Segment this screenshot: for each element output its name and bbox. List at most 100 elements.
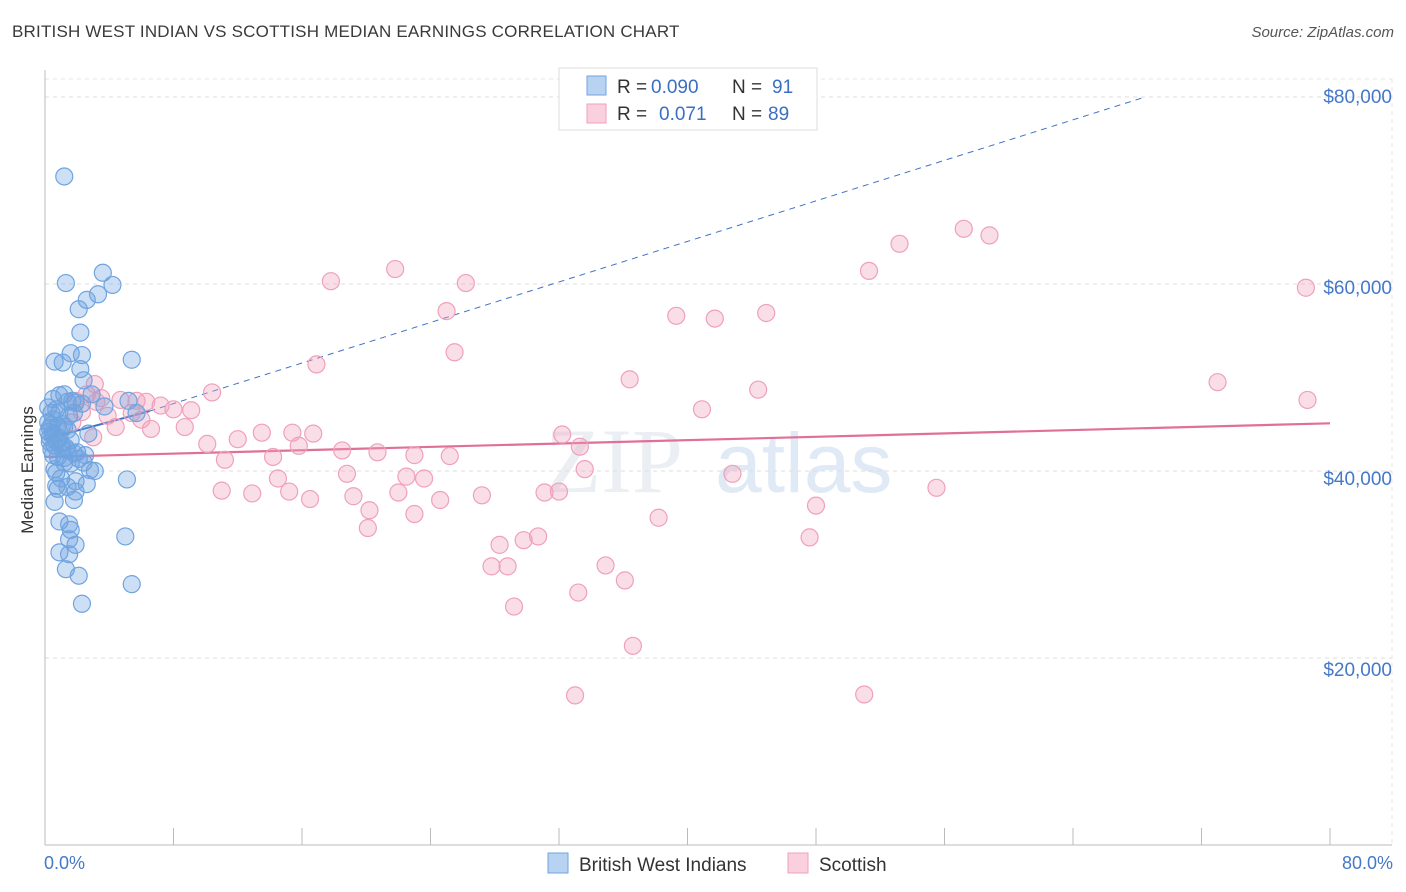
point-british-west-indians-68	[73, 595, 90, 612]
point-british-west-indians-82	[51, 387, 68, 404]
point-scottish-1	[981, 227, 998, 244]
point-scottish-65	[406, 506, 423, 523]
stats-legend-n-label-2: N =	[732, 104, 762, 125]
point-scottish-80	[506, 598, 523, 615]
point-scottish-45	[216, 451, 233, 468]
point-scottish-56	[281, 483, 298, 500]
watermark-atlas: atlas	[715, 416, 892, 510]
point-british-west-indians-26	[128, 405, 145, 422]
y-tick-label-60000: $60,000	[1323, 278, 1392, 299]
point-scottish-68	[693, 401, 710, 418]
point-scottish-70	[359, 520, 376, 537]
point-scottish-63	[302, 491, 319, 508]
point-scottish-38	[554, 426, 571, 443]
point-british-west-indians-52	[118, 471, 135, 488]
point-scottish-42	[369, 444, 386, 461]
point-scottish-46	[265, 448, 282, 465]
point-british-west-indians-89	[54, 416, 71, 433]
point-scottish-69	[650, 509, 667, 526]
point-scottish-75	[483, 558, 500, 575]
point-scottish-62	[551, 483, 568, 500]
point-british-west-indians-7	[72, 324, 89, 341]
point-scottish-41	[334, 442, 351, 459]
point-british-west-indians-87	[80, 425, 97, 442]
stats-legend-r-value-1: 0.090	[651, 77, 699, 98]
point-scottish-86	[305, 425, 322, 442]
legend-label-british-west-indians: British West Indians	[579, 855, 747, 876]
point-scottish-12	[446, 344, 463, 361]
point-scottish-9	[668, 307, 685, 324]
point-scottish-64	[361, 502, 378, 519]
point-scottish-53	[724, 465, 741, 482]
point-scottish-52	[576, 461, 593, 478]
point-british-west-indians-12	[54, 354, 71, 371]
stats-legend-r-label-1: R =	[617, 77, 647, 98]
point-scottish-30	[183, 402, 200, 419]
point-british-west-indians-81	[83, 386, 100, 403]
y-tick-label-40000: $40,000	[1323, 469, 1392, 490]
point-scottish-78	[616, 572, 633, 589]
legend-label-scottish: Scottish	[819, 855, 887, 876]
point-british-west-indians-6	[70, 301, 87, 318]
point-scottish-43	[406, 447, 423, 464]
trend-line-british-west-indians-dashed	[149, 97, 1145, 411]
point-scottish-13	[308, 356, 325, 373]
point-scottish-32	[107, 419, 124, 436]
point-scottish-49	[338, 465, 355, 482]
point-british-west-indians-60	[117, 528, 134, 545]
point-scottish-57	[345, 488, 362, 505]
watermark: ZIP atlas	[545, 410, 892, 512]
point-scottish-14	[621, 371, 638, 388]
stats-legend: R = 0.090 N = 91 R = 0.071 N = 89	[559, 68, 817, 130]
point-scottish-40	[290, 437, 307, 454]
point-scottish-35	[253, 424, 270, 441]
point-scottish-34	[176, 419, 193, 436]
point-scottish-8	[438, 303, 455, 320]
point-scottish-3	[387, 261, 404, 278]
point-scottish-17	[204, 384, 221, 401]
point-scottish-54	[213, 482, 230, 499]
point-scottish-7	[1297, 279, 1314, 296]
point-scottish-66	[808, 497, 825, 514]
stats-legend-swatch-blue	[587, 76, 606, 95]
point-british-west-indians-84	[56, 454, 73, 471]
point-british-west-indians-67	[123, 576, 140, 593]
point-scottish-67	[928, 479, 945, 496]
point-scottish-10	[706, 310, 723, 327]
scatter-chart: ZIP atlas $20,000 $40,000 $60,000 $80,00…	[0, 0, 1406, 892]
point-british-west-indians-64	[61, 546, 78, 563]
point-scottish-82	[567, 687, 584, 704]
point-scottish-5	[322, 273, 339, 290]
point-scottish-44	[441, 448, 458, 465]
stats-legend-n-value-2: 89	[768, 104, 789, 125]
point-scottish-58	[390, 484, 407, 501]
point-scottish-83	[856, 686, 873, 703]
point-scottish-39	[199, 435, 216, 452]
point-british-west-indians-10	[123, 351, 140, 368]
legend-swatch-british-west-indians	[548, 853, 568, 873]
point-british-west-indians-90	[86, 463, 103, 480]
point-scottish-2	[891, 235, 908, 252]
legend-swatch-scottish	[788, 853, 808, 873]
point-scottish-47	[571, 438, 588, 455]
stats-legend-swatch-pink	[587, 104, 606, 123]
y-tick-label-20000: $20,000	[1323, 660, 1392, 681]
point-scottish-59	[432, 491, 449, 508]
point-scottish-81	[624, 637, 641, 654]
point-scottish-72	[530, 528, 547, 545]
point-scottish-77	[597, 557, 614, 574]
point-scottish-11	[758, 304, 775, 321]
point-scottish-26	[165, 401, 182, 418]
stats-legend-n-value-1: 91	[772, 77, 793, 98]
point-british-west-indians-1	[57, 275, 74, 292]
point-scottish-18	[750, 381, 767, 398]
point-scottish-74	[491, 536, 508, 553]
point-scottish-85	[229, 431, 246, 448]
point-scottish-6	[457, 275, 474, 292]
stats-legend-r-label-2: R =	[617, 104, 647, 125]
point-scottish-73	[801, 529, 818, 546]
point-scottish-79	[570, 584, 587, 601]
point-scottish-76	[499, 558, 516, 575]
point-scottish-33	[143, 420, 160, 437]
point-scottish-4	[861, 262, 878, 279]
